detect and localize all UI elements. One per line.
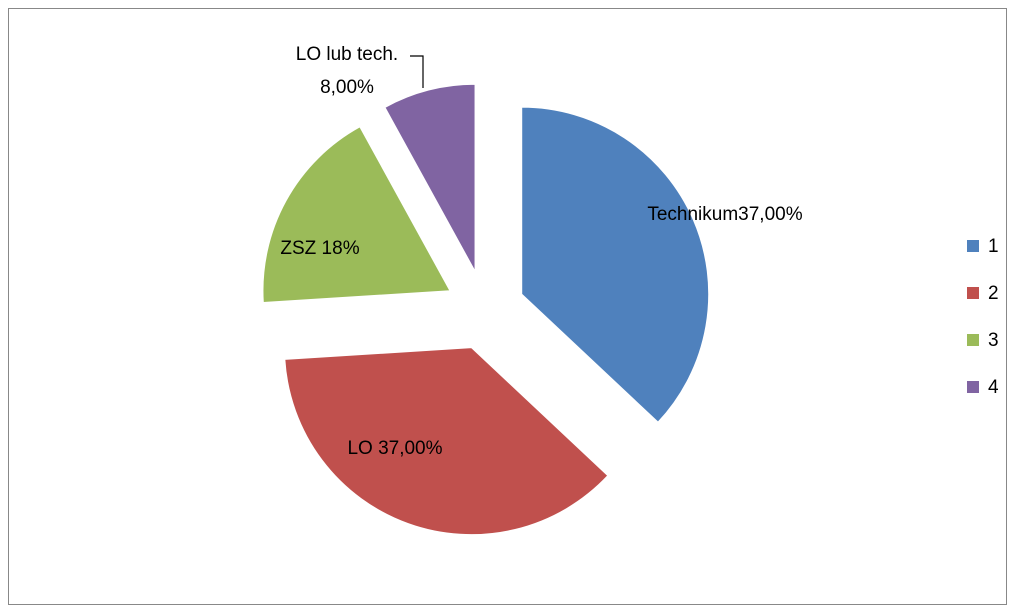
data-label: LO lub tech. 8,00% xyxy=(295,44,399,98)
pie-slice xyxy=(262,126,451,304)
data-label: LO 37,00% xyxy=(347,438,443,459)
data-label: Technikum37,00% xyxy=(647,204,803,225)
data-label: ZSZ 18% xyxy=(280,238,360,259)
legend-swatch xyxy=(967,381,979,393)
pie-slice xyxy=(521,106,710,423)
legend-label: 3 xyxy=(988,330,999,351)
legend-label: 2 xyxy=(988,283,999,304)
legend-label: 1 xyxy=(988,236,999,257)
pie-slice xyxy=(384,83,476,272)
leader-line xyxy=(410,55,424,88)
legend-swatch xyxy=(967,240,979,252)
legend-swatch xyxy=(967,287,979,299)
pie-slice xyxy=(284,347,609,536)
legend-label: 4 xyxy=(988,377,999,398)
legend-swatch xyxy=(967,334,979,346)
